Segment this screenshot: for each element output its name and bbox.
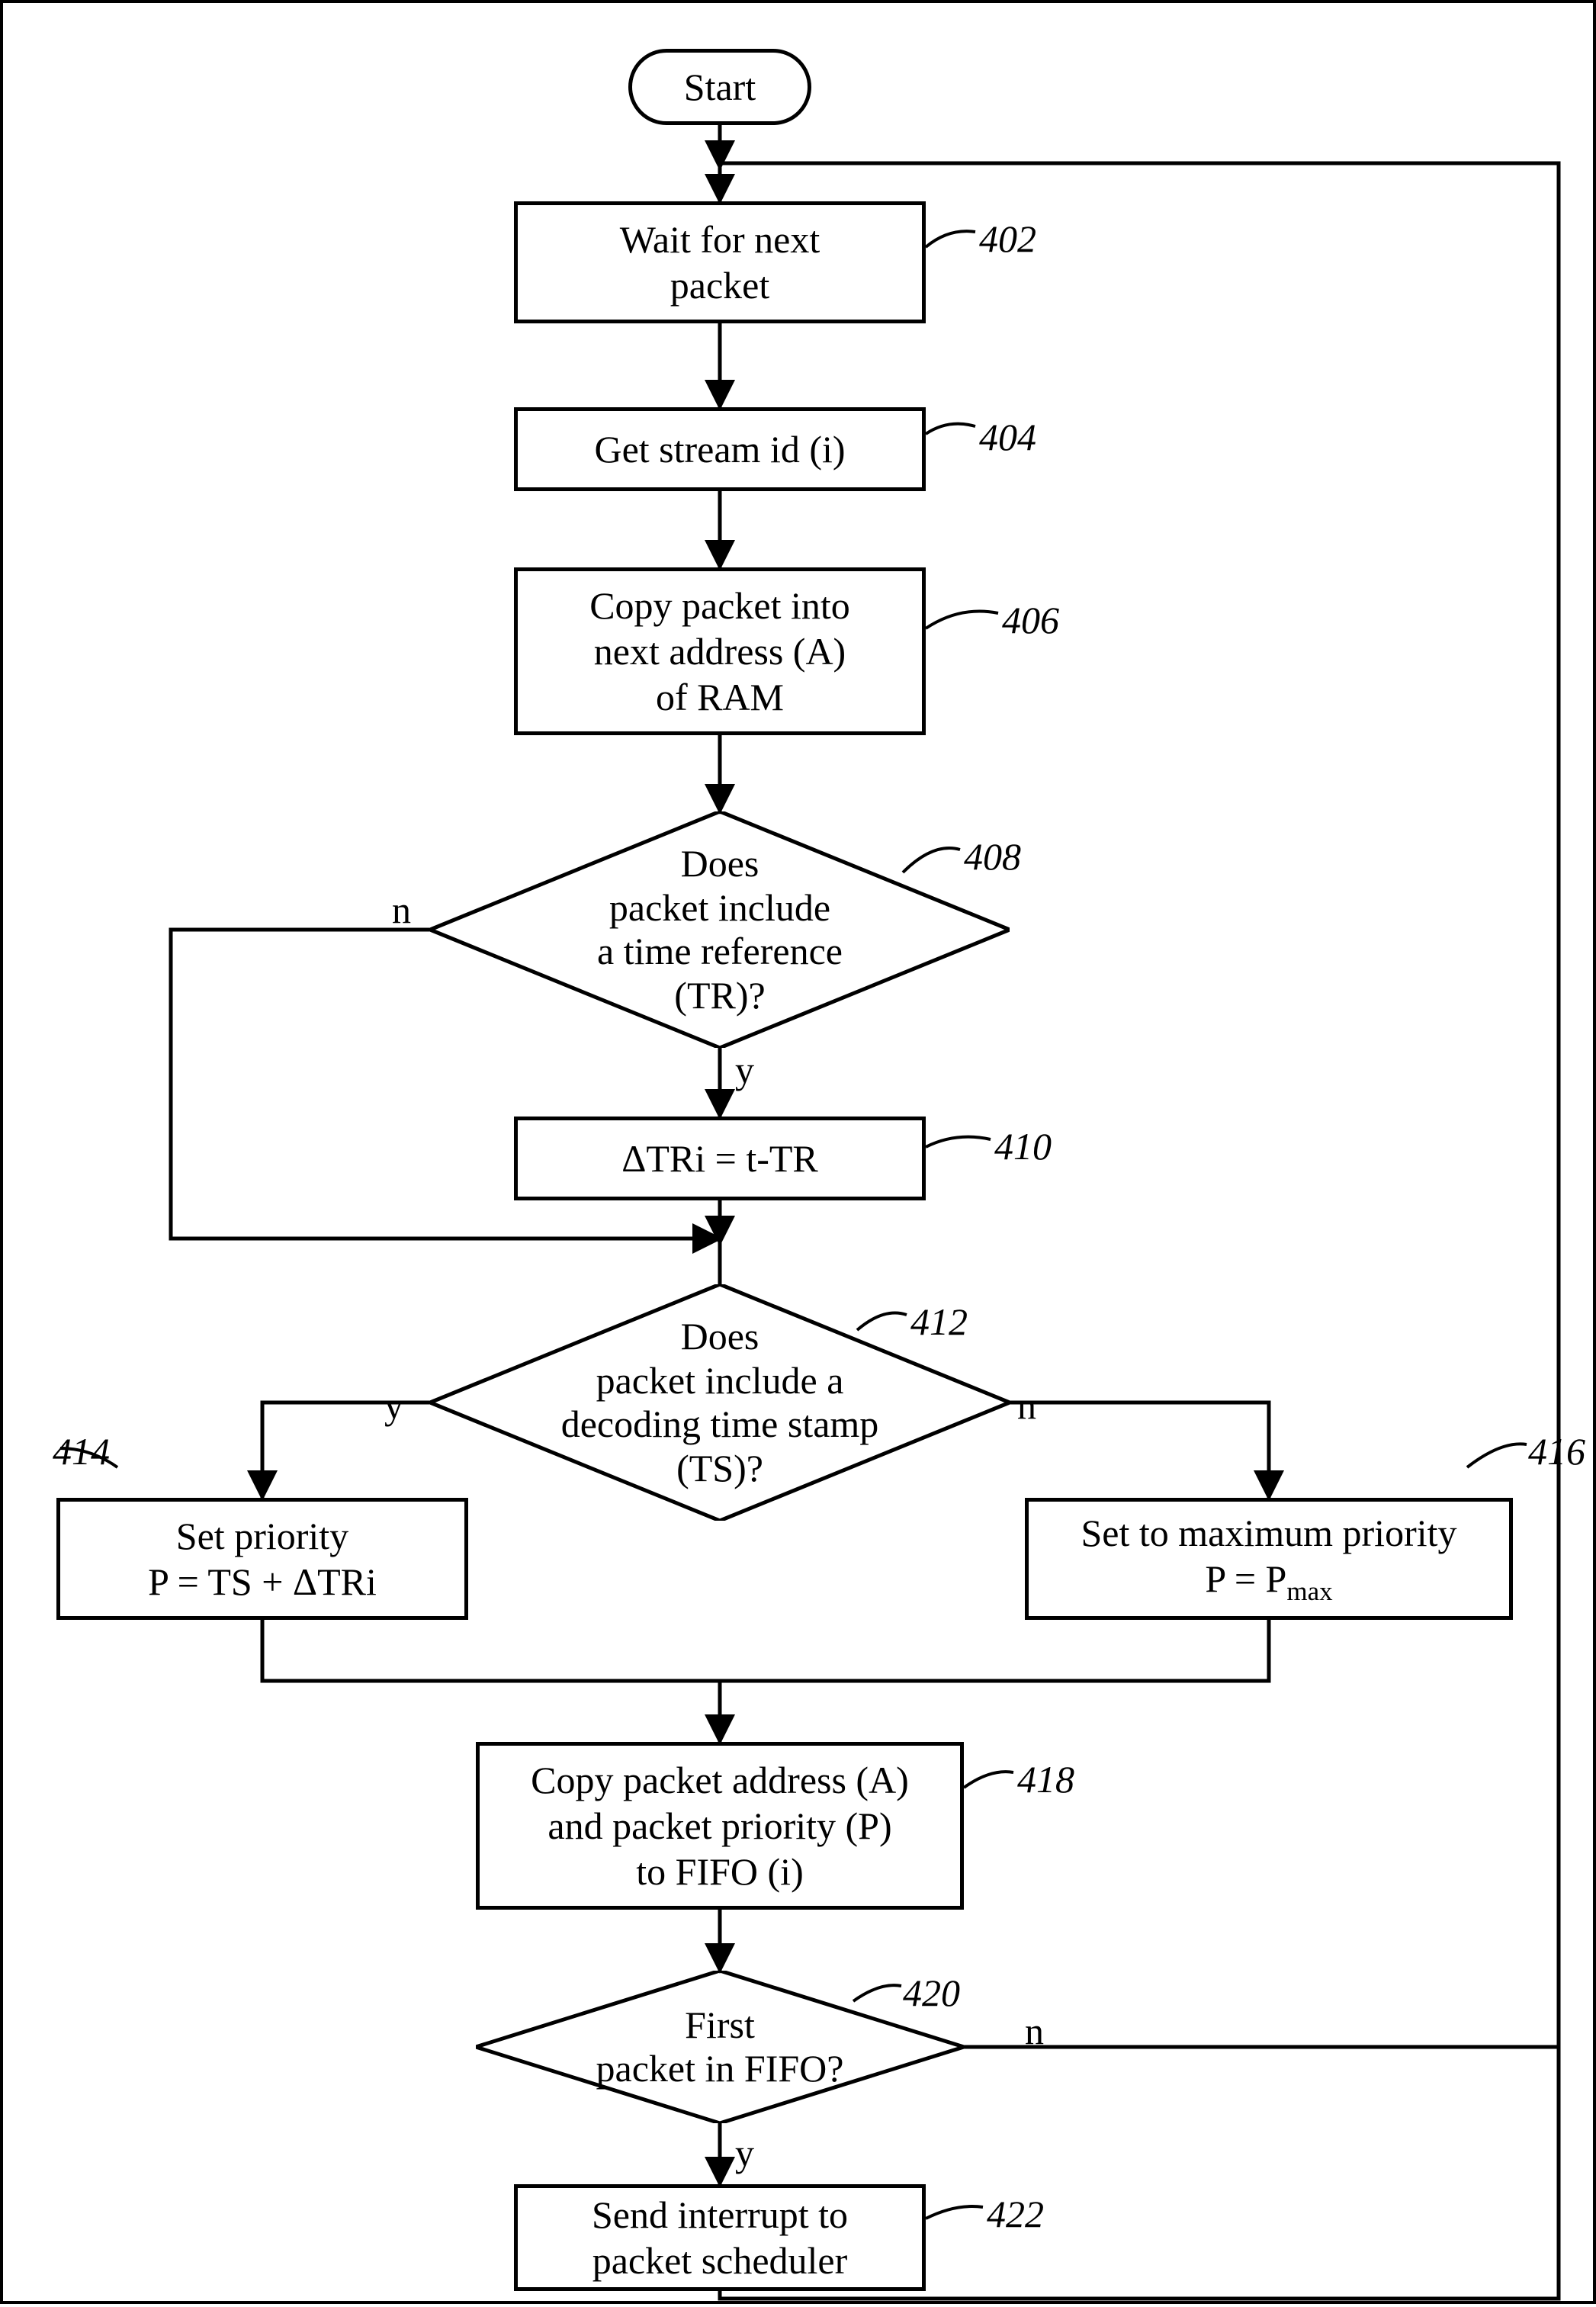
node-406: Copy packet intonext address (A)of RAM — [514, 567, 926, 735]
node-402: Wait for nextpacket — [514, 201, 926, 323]
ref-422: 422 — [987, 2192, 1044, 2236]
ref-402: 402 — [979, 217, 1036, 261]
edge-label: n — [1017, 1383, 1036, 1428]
flowchart-canvas: Start Wait for nextpacket 402 Get stream… — [0, 0, 1596, 2304]
edge-label: y — [384, 1383, 403, 1428]
node-420-label: Firstpacket in FIFO? — [476, 1971, 964, 2123]
node-422: Send interrupt topacket scheduler — [514, 2184, 926, 2291]
edge-label: n — [1025, 2009, 1044, 2053]
ref-418: 418 — [1017, 1757, 1074, 1801]
ref-408: 408 — [964, 834, 1021, 879]
node-408-label: Doespacket includea time reference(TR)? — [430, 811, 1010, 1048]
node-414-label: Set priorityP = TS + ΔTRi — [148, 1513, 377, 1605]
node-418: Copy packet address (A)and packet priori… — [476, 1742, 964, 1910]
node-422-label: Send interrupt topacket scheduler — [592, 2192, 848, 2283]
ref-420: 420 — [903, 1971, 960, 2015]
edge-label: y — [735, 2131, 754, 2175]
node-404: Get stream id (i) — [514, 407, 926, 491]
edge-label: n — [392, 888, 411, 932]
node-410-label: ΔTRi = t-TR — [621, 1136, 818, 1181]
node-410: ΔTRi = t-TR — [514, 1117, 926, 1200]
edge-label: y — [735, 1048, 754, 1092]
node-414: Set priorityP = TS + ΔTRi — [56, 1498, 468, 1620]
ref-406: 406 — [1002, 598, 1059, 642]
ref-416: 416 — [1528, 1429, 1585, 1473]
node-408: Doespacket includea time reference(TR)? — [430, 811, 1010, 1048]
ref-410: 410 — [994, 1124, 1052, 1168]
ref-414: 414 — [53, 1429, 110, 1473]
node-404-label: Get stream id (i) — [594, 426, 845, 472]
node-420: Firstpacket in FIFO? — [476, 1971, 964, 2123]
ref-404: 404 — [979, 415, 1036, 459]
node-start-label: Start — [684, 65, 756, 109]
node-start: Start — [628, 49, 811, 125]
node-406-label: Copy packet intonext address (A)of RAM — [589, 583, 850, 720]
node-416: Set to maximum priorityP = Pmax — [1025, 1498, 1513, 1620]
ref-412: 412 — [910, 1300, 968, 1344]
node-402-label: Wait for nextpacket — [620, 217, 820, 308]
node-416-label: Set to maximum priorityP = Pmax — [1081, 1510, 1456, 1608]
node-418-label: Copy packet address (A)and packet priori… — [531, 1757, 909, 1894]
